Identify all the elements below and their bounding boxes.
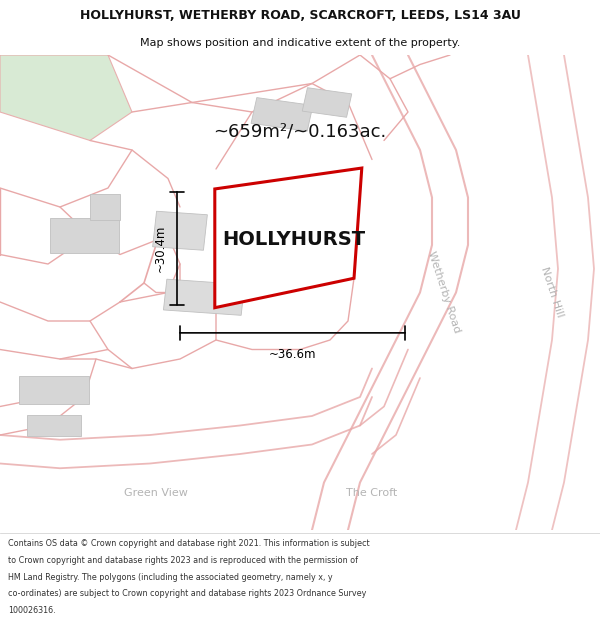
Text: Green View: Green View bbox=[124, 488, 188, 498]
Text: Map shows position and indicative extent of the property.: Map shows position and indicative extent… bbox=[140, 38, 460, 48]
Text: ~30.4m: ~30.4m bbox=[154, 224, 167, 272]
Text: ~659m²/~0.163ac.: ~659m²/~0.163ac. bbox=[214, 122, 386, 140]
Polygon shape bbox=[50, 217, 119, 253]
Text: HM Land Registry. The polygons (including the associated geometry, namely x, y: HM Land Registry. The polygons (includin… bbox=[8, 572, 332, 582]
Text: Wetherby Road: Wetherby Road bbox=[426, 251, 462, 334]
Polygon shape bbox=[163, 279, 245, 316]
Polygon shape bbox=[215, 168, 362, 308]
Polygon shape bbox=[19, 376, 89, 404]
Polygon shape bbox=[0, 55, 132, 141]
Text: co-ordinates) are subject to Crown copyright and database rights 2023 Ordnance S: co-ordinates) are subject to Crown copyr… bbox=[8, 589, 366, 598]
Polygon shape bbox=[90, 194, 120, 220]
Text: HOLLYHURST, WETHERBY ROAD, SCARCROFT, LEEDS, LS14 3AU: HOLLYHURST, WETHERBY ROAD, SCARCROFT, LE… bbox=[80, 9, 520, 22]
Text: to Crown copyright and database rights 2023 and is reproduced with the permissio: to Crown copyright and database rights 2… bbox=[8, 556, 358, 565]
Text: The Croft: The Croft bbox=[346, 488, 398, 498]
Text: North Hill: North Hill bbox=[539, 266, 565, 319]
Polygon shape bbox=[251, 98, 313, 131]
Text: Contains OS data © Crown copyright and database right 2021. This information is : Contains OS data © Crown copyright and d… bbox=[8, 539, 370, 549]
Polygon shape bbox=[302, 88, 352, 118]
Text: 100026316.: 100026316. bbox=[8, 606, 55, 615]
Text: ~36.6m: ~36.6m bbox=[269, 348, 316, 361]
Polygon shape bbox=[152, 211, 208, 250]
Text: HOLLYHURST: HOLLYHURST bbox=[223, 230, 365, 249]
Polygon shape bbox=[27, 415, 81, 436]
